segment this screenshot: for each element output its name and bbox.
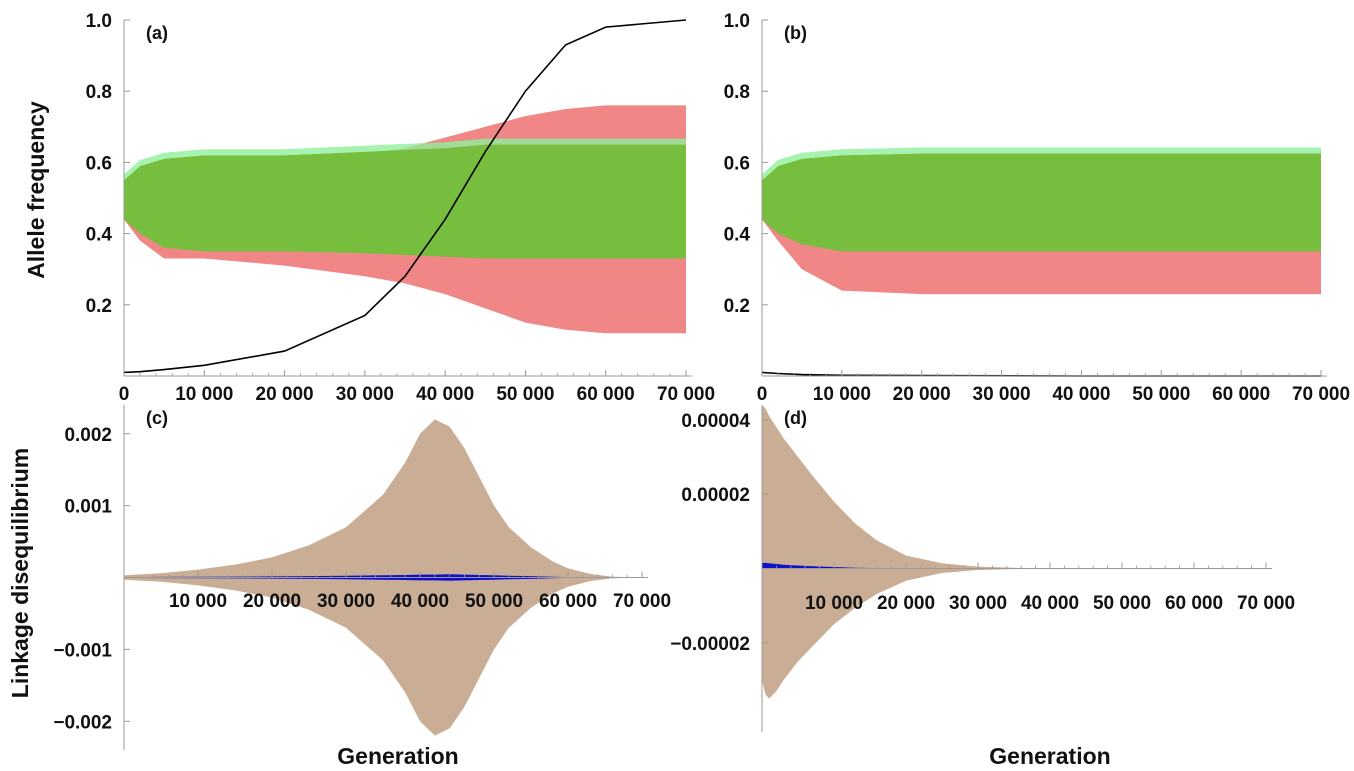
- panel-a: 0 10 000 20 000 30 000 40 000 50 000 60 000 70 …: [86, 11, 715, 405]
- panel-d-x-tick-label: 60 000: [1165, 593, 1223, 614]
- panel-d-x-tick-label: 50 000: [1093, 593, 1151, 614]
- panel-b-y-tick-label: 0.4: [724, 225, 751, 246]
- panel-a-y-tick-label: 0.4: [86, 225, 113, 246]
- panel-c-x-tick-label: 60 000: [539, 591, 597, 612]
- panel-b-y-tick-label: 0.6: [724, 153, 750, 174]
- panel-d-y-tick-label: 0.00002: [681, 485, 750, 506]
- y-axis-label-allele-frequency: Allele frequency: [23, 101, 49, 279]
- panel-b-x-tick-label: 40 000: [1052, 384, 1110, 405]
- panel-b-frequency-curve: [761, 371, 1321, 377]
- panel-c-y-tick-label: −0.001: [53, 640, 112, 661]
- panel-d-x-tick-label: 20 000: [877, 593, 935, 614]
- panel-b-y-tick-label: 0.8: [724, 82, 750, 103]
- panel-a-x-tick-label: 0: [119, 384, 130, 405]
- panel-c-x-tick-label: 30 000: [317, 591, 375, 612]
- panel-a-y-tick-label: 0.2: [86, 296, 112, 317]
- panel-b-x-tick-label: 30 000: [973, 384, 1031, 405]
- panel-a-x-tick-label: 60 000: [577, 384, 635, 405]
- x-axis-label-generation-right: Generation: [989, 743, 1110, 769]
- panel-b-x-tick-label: 10 000: [813, 384, 871, 405]
- panel-c-x-tick-label: 50 000: [465, 591, 523, 612]
- panel-b-band-highlight: [762, 147, 1321, 181]
- panel-c-y-tick-label: 0.002: [64, 425, 112, 446]
- panel-a-x-tick-label: 30 000: [336, 384, 394, 405]
- panel-a-x-tick-label: 70 000: [657, 384, 715, 405]
- panel-b-band-green_band: [762, 153, 1321, 252]
- panel-d-x-tick-label: 70 000: [1237, 593, 1295, 614]
- panel-c: 10 000 20 000 30 000 40 000 50 000 60 000 70 0…: [53, 405, 671, 750]
- panel-c-x-tick-label: 10 000: [169, 591, 227, 612]
- panel-d-x-tick-label: 30 000: [949, 593, 1007, 614]
- panel-d-x-tick-label: 40 000: [1021, 593, 1079, 614]
- panel-b-x-tick-label: 20 000: [893, 384, 951, 405]
- panel-c-label: (c): [146, 408, 168, 428]
- panel-b-x-tick-label: 50 000: [1132, 384, 1190, 405]
- panel-d-y-tick-label: −0.00002: [670, 634, 750, 655]
- panel-a-x-tick-label: 50 000: [496, 384, 554, 405]
- panel-b-y-tick-label: 0.2: [724, 296, 750, 317]
- panel-c-x-tick-label: 20 000: [243, 591, 301, 612]
- panel-d-band-ld_blue: [762, 562, 1266, 569]
- panel-a-y-tick-label: 1.0: [86, 11, 112, 32]
- panel-b-x-tick-label: 0: [757, 384, 768, 405]
- panel-a-band-green_band: [124, 144, 686, 259]
- panel-a-x-tick-label: 10 000: [175, 384, 233, 405]
- panel-b-label: (b): [784, 23, 807, 43]
- panel-d-x-tick-label: 10 000: [805, 593, 863, 614]
- panel-d-band-ld_band: [762, 405, 1266, 699]
- panel-b: 0 10 000 20 000 30 000 40 000 50 000 60 000 70 …: [724, 11, 1350, 405]
- panel-b-x-tick-label: 70 000: [1292, 384, 1350, 405]
- panel-a-x-tick-label: 20 000: [256, 384, 314, 405]
- panel-d-y-tick-label: 0.00004: [681, 411, 750, 432]
- x-axis-label-generation-left: Generation: [337, 743, 458, 769]
- panel-c-x-tick-label: 40 000: [391, 591, 449, 612]
- panel-a-x-tick-label: 40 000: [416, 384, 474, 405]
- panel-a-label: (a): [146, 23, 168, 43]
- panel-d-label: (d): [784, 408, 807, 428]
- panel-d: 10 000 20 000 30 000 40 000 50 000 60 000 70 0…: [670, 405, 1295, 732]
- panel-c-x-tick-label: 70 000: [613, 591, 671, 612]
- panel-a-frequency-curve: [123, 19, 687, 374]
- panel-a-y-tick-label: 0.6: [86, 153, 112, 174]
- panel-b-x-tick-label: 60 000: [1212, 384, 1270, 405]
- panel-b-y-tick-label: 1.0: [724, 11, 750, 32]
- y-axis-label-linkage-disequilibrium: Linkage disequilibrium: [7, 448, 33, 698]
- panel-a-y-tick-label: 0.8: [86, 82, 112, 103]
- panel-c-y-tick-label: −0.002: [53, 712, 112, 733]
- panel-c-y-tick-label: 0.001: [64, 497, 112, 518]
- panel-a-band-highlight: [124, 138, 686, 181]
